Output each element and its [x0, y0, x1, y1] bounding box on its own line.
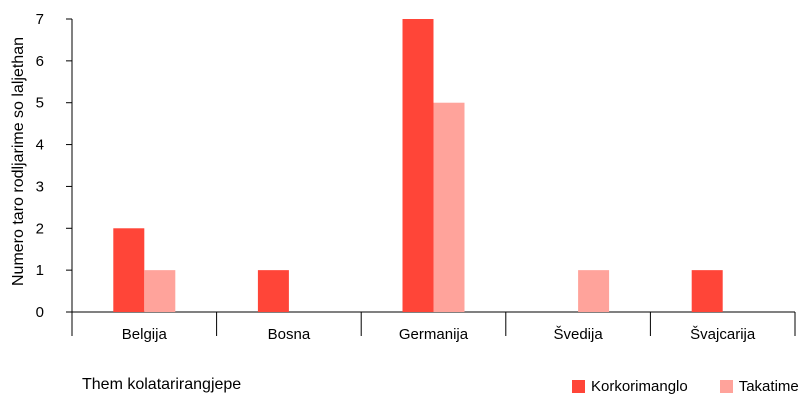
legend-item-takatime: Takatime	[719, 378, 799, 395]
y-tick-label: 2	[36, 220, 44, 237]
legend-swatch-korkorimanglo	[572, 380, 585, 393]
x-tick-label: Belgija	[122, 326, 168, 343]
x-tick-label: Bosna	[268, 326, 311, 343]
bar-takatime-1	[144, 270, 176, 312]
bar-takatime-4	[578, 270, 610, 312]
bar-korkorimanglo-5	[691, 270, 723, 312]
y-tick-label: 4	[36, 137, 44, 154]
legend-label-korkorimanglo: Korkorimanglo	[591, 378, 688, 395]
y-tick-label: 5	[36, 95, 44, 112]
y-tick-label: 3	[36, 178, 44, 195]
bar-takatime-3	[433, 102, 465, 312]
y-tick-label: 1	[36, 262, 44, 279]
y-axis-title: Numero taro rodljarime so laljethan	[10, 37, 27, 286]
legend-label-takatime: Takatime	[738, 378, 799, 395]
legend-item-korkorimanglo: Korkorimanglo	[572, 378, 688, 395]
legend: Korkorimanglo Takatime	[572, 378, 799, 395]
y-tick-label: 6	[36, 53, 44, 70]
bar-korkorimanglo-3	[402, 19, 434, 312]
x-tick-label: Švedija	[553, 326, 603, 343]
y-tick-label: 0	[36, 304, 44, 321]
bar-korkorimanglo-2	[257, 270, 289, 312]
x-tick-label: Germanija	[399, 326, 469, 343]
bar-korkorimanglo-1	[113, 228, 145, 312]
legend-swatch-takatime	[719, 380, 733, 393]
x-axis-title: Them kolatarirangjepe	[82, 376, 242, 393]
x-tick-label: Švajcarija	[690, 326, 756, 343]
y-tick-label: 7	[36, 11, 44, 28]
